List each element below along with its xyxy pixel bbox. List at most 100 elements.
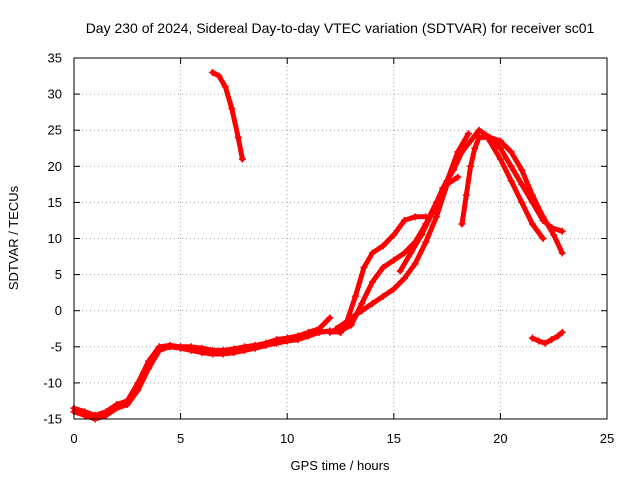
data-point [475,133,483,141]
data-point [422,238,430,246]
data-point [528,191,536,199]
data-point [558,328,566,336]
data-point [358,299,366,307]
data-point [326,328,334,336]
data-point [238,155,246,163]
data-point [418,231,426,239]
data-point [496,144,504,152]
data-point [554,332,562,340]
series-trace [459,134,565,256]
data-point [558,249,566,257]
data-series [70,314,334,419]
data-point [347,314,355,322]
data-point [550,231,558,239]
data-point [535,337,543,345]
series-trace [338,174,461,335]
data-point [439,184,447,192]
data-point [251,344,259,352]
x-tick-label: 20 [493,431,507,446]
data-point [518,198,526,206]
data-point [358,307,366,315]
data-point [360,263,368,271]
data-series [486,137,547,242]
y-tick-label: 5 [55,267,62,282]
series-trace [327,131,471,335]
tick-labels: 0 5 10 15 20 25 -15 -10 -5 0 5 10 15 20 25 30 35 [43,51,614,447]
data-point [315,328,323,336]
data-point [496,137,504,145]
data-point [234,133,242,141]
data-point [454,173,462,181]
data-series [70,327,344,423]
y-tick-label: -5 [50,339,62,354]
y-axis-label: SDTVAR / TECUs [6,185,21,290]
data-point [123,401,131,409]
x-tick-label: 25 [600,431,614,446]
data-point [390,231,398,239]
data-point [230,349,238,357]
series-trace [487,138,546,241]
data-point [558,227,566,235]
data-point [209,350,217,358]
data-point [379,242,387,250]
data-point [411,213,419,221]
y-tick-label: -15 [43,412,62,427]
series-trace [210,69,245,162]
data-point [337,328,344,336]
data-point [390,285,398,293]
data-point [209,68,217,76]
y-tick-label: 35 [48,51,62,66]
data-point [475,126,483,134]
data-point [518,166,526,174]
x-tick-label: 15 [387,431,401,446]
series [70,68,566,423]
data-point [467,137,475,145]
data-point [539,213,547,221]
y-tick-label: 15 [48,195,62,210]
data-point [155,346,163,354]
data-point [379,292,387,300]
x-tick-label: 0 [70,431,77,446]
data-point [81,411,89,419]
data-point [432,213,440,221]
data-point [166,343,174,351]
data-point [541,339,549,347]
data-point [332,325,340,333]
data-point [400,274,408,282]
data-point [518,180,526,188]
data-point [187,346,195,354]
data-point [177,344,185,352]
data-point [428,209,436,217]
data-point [368,249,376,257]
data-point [228,105,236,113]
data-series [209,68,246,163]
data-point [113,404,121,412]
plot-frame [73,57,608,420]
data-point [262,341,270,349]
data-point [400,216,408,224]
data-point [528,334,536,342]
data-point [539,235,547,242]
grid [74,58,607,419]
series-trace [333,214,429,332]
data-point [462,191,470,199]
data-point [528,220,536,228]
x-axis-label: GPS time / hours [291,458,390,473]
data-point [294,336,302,344]
chart-title: Day 230 of 2024, Sidereal Day-to-day VTE… [86,20,595,36]
data-point [326,314,334,322]
data-point [241,346,249,354]
data-point [273,339,281,347]
data-point [458,220,466,228]
data-point [507,162,515,170]
data-point [471,144,479,152]
data-point [396,267,404,275]
data-series [332,213,430,333]
data-point [411,260,419,268]
data-point [507,148,515,156]
data-point [458,148,466,156]
data-point [134,386,142,394]
data-point [548,336,556,344]
y-tick-label: -10 [43,375,62,390]
series-trace [71,315,333,418]
